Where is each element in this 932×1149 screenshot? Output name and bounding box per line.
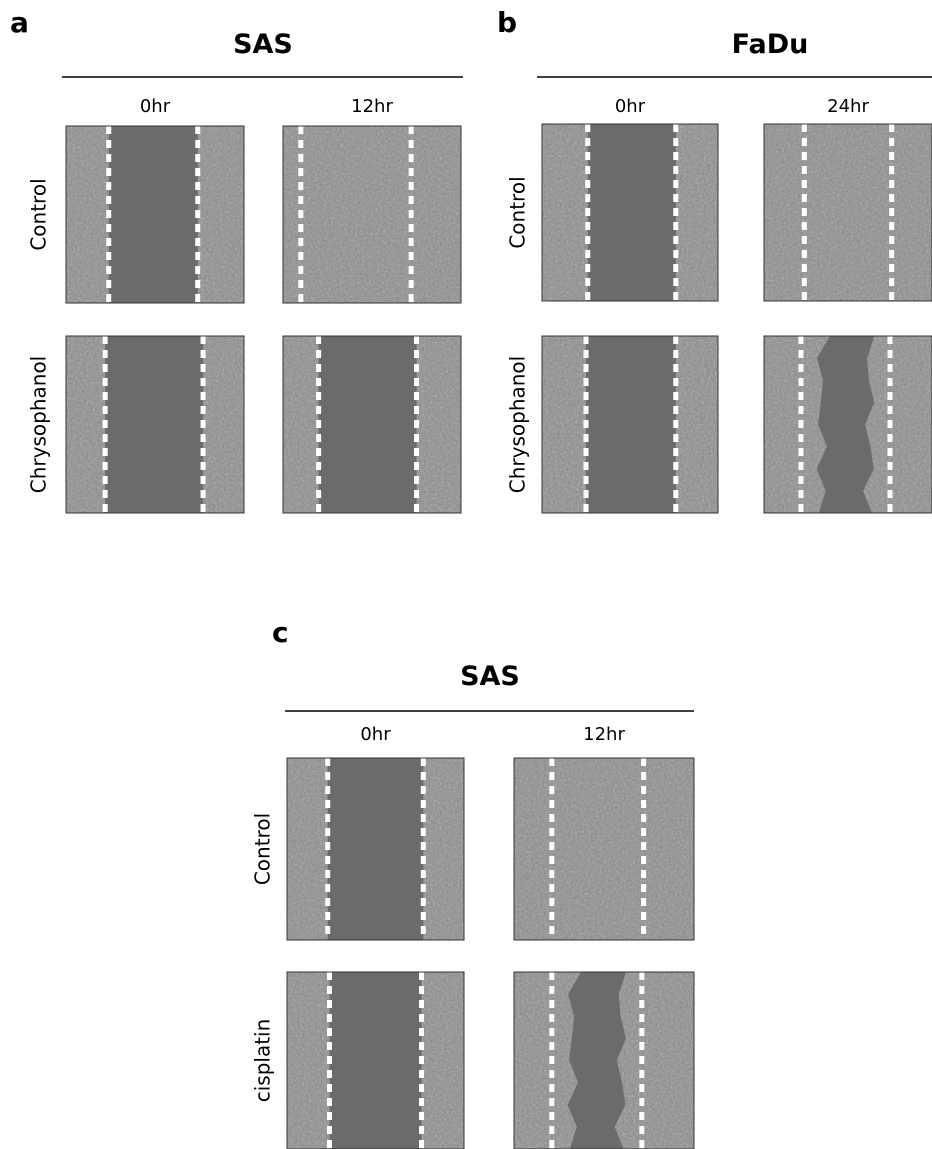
micrograph xyxy=(764,336,932,513)
panel-label: c xyxy=(272,616,289,649)
wound-gap xyxy=(588,124,676,301)
wound-gap xyxy=(586,336,676,513)
row-label: Control xyxy=(251,813,275,885)
cell-texture xyxy=(283,126,461,303)
panel-label: a xyxy=(10,6,29,39)
micrograph xyxy=(283,126,461,303)
micrograph xyxy=(764,124,932,301)
wound-gap xyxy=(109,126,198,303)
column-label: 0hr xyxy=(140,96,171,117)
cell-texture xyxy=(764,124,932,301)
micrograph xyxy=(514,758,694,940)
row-label: Control xyxy=(27,178,51,250)
row-label: cisplatin xyxy=(251,1019,275,1103)
wound-gap xyxy=(105,336,203,513)
column-label: 0hr xyxy=(615,96,646,117)
column-label: 12hr xyxy=(583,724,625,745)
panel-label: b xyxy=(497,6,517,39)
panel-title: SAS xyxy=(233,29,293,60)
micrograph xyxy=(542,124,718,301)
micrograph xyxy=(66,336,244,513)
column-label: 0hr xyxy=(360,724,391,745)
figure: a SAS 0hr 12hr Control Chrysophanol b FaDu 0hr 24… xyxy=(0,0,932,1149)
micrograph xyxy=(514,972,694,1149)
micrograph xyxy=(283,336,461,513)
row-label: Chrysophanol xyxy=(27,356,51,493)
row-label: Chrysophanol xyxy=(506,356,530,493)
page: a SAS 0hr 12hr Control Chrysophanol b FaDu 0hr 24… xyxy=(0,0,932,1149)
row-label: Control xyxy=(506,176,530,248)
panel: c SAS 0hr 12hr Control cisplatin xyxy=(251,616,695,1149)
panel: b FaDu 0hr 24hr Control Chrysophanol xyxy=(497,6,932,513)
micrograph xyxy=(66,126,244,303)
column-label: 24hr xyxy=(827,96,869,117)
micrograph xyxy=(287,758,464,940)
micrograph xyxy=(542,336,718,513)
micrograph xyxy=(287,972,464,1149)
panel-title: FaDu xyxy=(732,29,809,60)
wound-gap xyxy=(328,758,424,940)
wound-gap xyxy=(329,972,421,1149)
panel-title: SAS xyxy=(460,661,520,692)
panel: a SAS 0hr 12hr Control Chrysophanol xyxy=(10,6,463,513)
wound-gap xyxy=(319,336,417,513)
cell-texture xyxy=(514,758,694,940)
column-label: 12hr xyxy=(351,96,393,117)
